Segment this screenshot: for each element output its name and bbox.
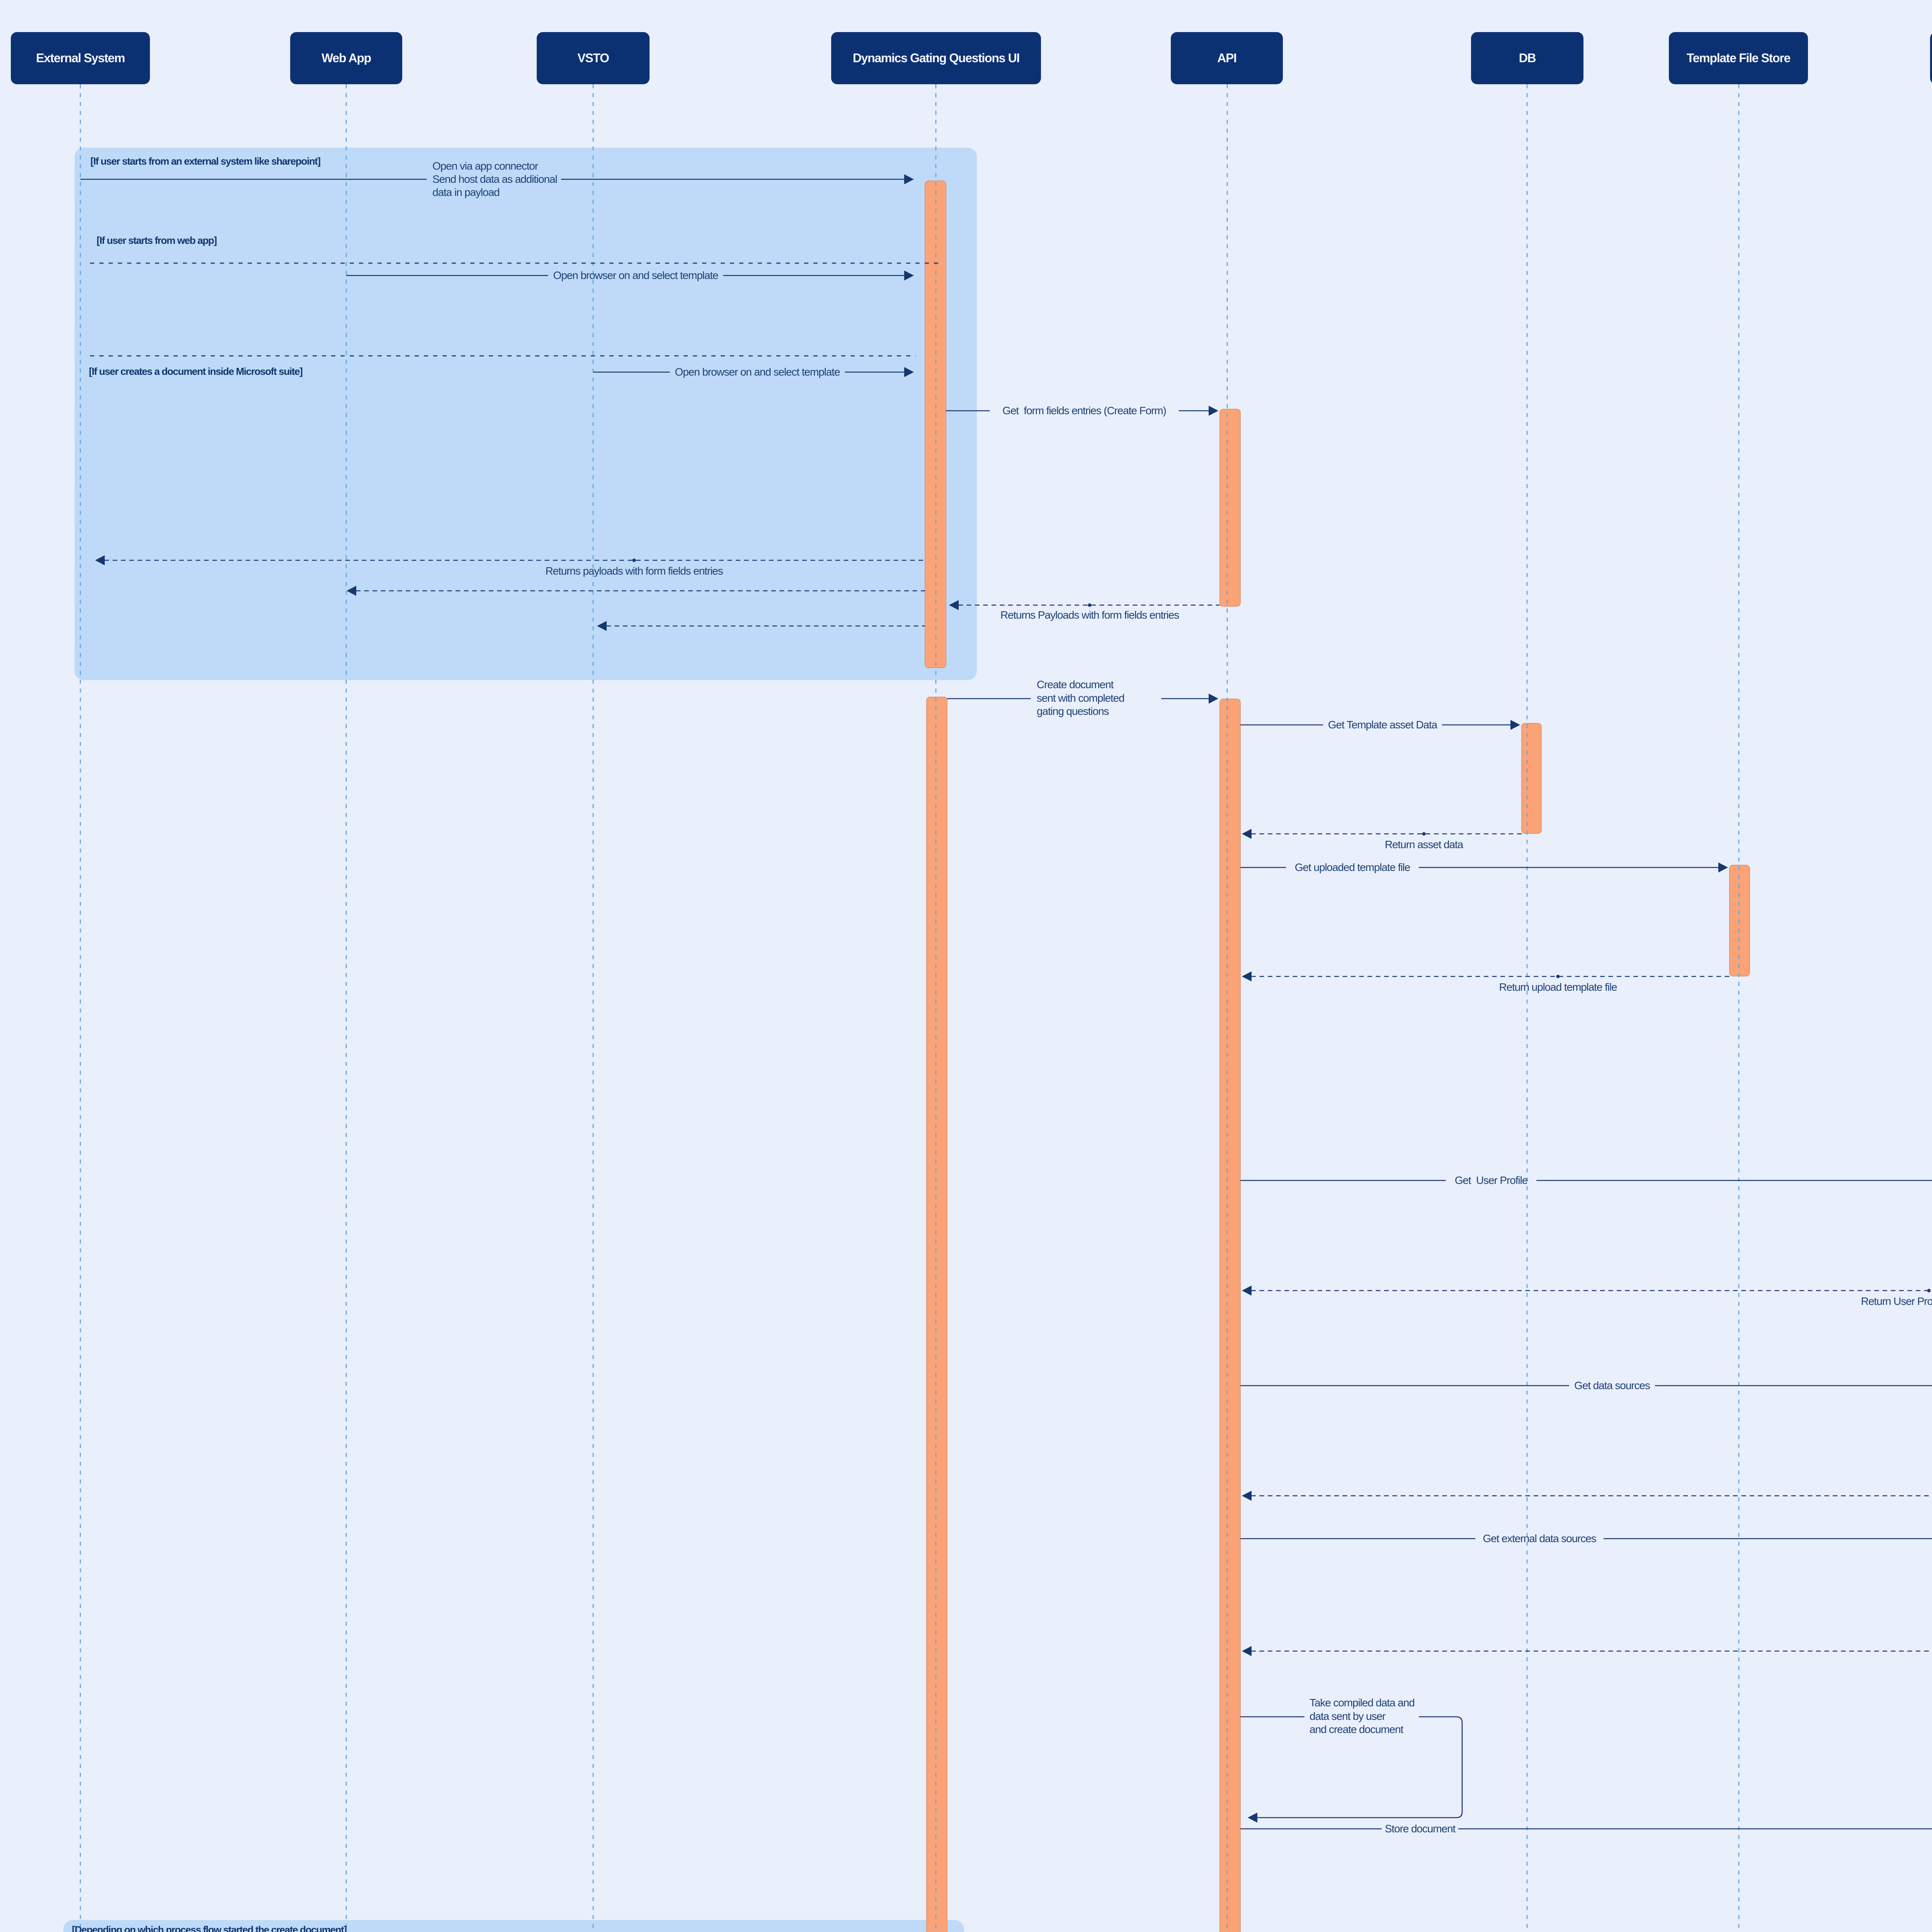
svg-text:VSTO: VSTO	[577, 51, 609, 65]
svg-text:Web App: Web App	[321, 51, 371, 65]
svg-text:[If user creates a document in: [If user creates a document inside Micro…	[89, 366, 303, 377]
svg-text:API: API	[1217, 51, 1236, 65]
svg-text:Returns Payloads with form fie: Returns Payloads with form fields entrie…	[1000, 609, 1179, 621]
svg-text:Get data sources: Get data sources	[1574, 1379, 1650, 1391]
svg-text:Get external data sources: Get external data sources	[1483, 1532, 1596, 1544]
svg-text:Send host data as additional: Send host data as additional	[432, 173, 557, 185]
svg-text:DB: DB	[1519, 51, 1536, 65]
svg-text:Get User Profile: Get User Profile	[1455, 1174, 1528, 1186]
svg-text:[If user starts from an extern: [If user starts from an external system …	[90, 155, 321, 167]
svg-text:Template File Store: Template File Store	[1687, 51, 1791, 65]
svg-text:Get uploaded template file: Get uploaded template file	[1295, 861, 1410, 873]
svg-text:Create document: Create document	[1037, 679, 1114, 690]
svg-text:Dynamics Gating Questions UI: Dynamics Gating Questions UI	[853, 51, 1019, 65]
svg-text:and create document: and create document	[1310, 1723, 1403, 1735]
svg-text:Open via app connector: Open via app connector	[432, 160, 538, 172]
svg-text:Get form fields entries (Crea: Get form fields entries (Create Form)	[1002, 405, 1166, 417]
svg-text:Return upload template file: Return upload template file	[1499, 981, 1617, 993]
svg-text:sent with completed: sent with completed	[1037, 692, 1124, 704]
svg-text:data sent by user: data sent by user	[1310, 1710, 1386, 1722]
svg-text:Return User Profile Informatio: Return User Profile Information	[1861, 1295, 1932, 1307]
svg-text:gating questions: gating questions	[1037, 705, 1109, 717]
svg-text:[If user starts from web app]: [If user starts from web app]	[97, 235, 217, 246]
svg-text:data in payload: data in payload	[432, 186, 499, 198]
svg-text:Get Template asset Data: Get Template asset Data	[1328, 719, 1438, 731]
svg-text:Returns payloads with form fie: Returns payloads with form fields entrie…	[545, 565, 723, 577]
svg-text:Take compiled data and: Take compiled data and	[1310, 1697, 1415, 1709]
svg-text:[Depending on which process fl: [Depending on which process flow started…	[72, 1924, 347, 1932]
svg-text:Store document: Store document	[1385, 1823, 1456, 1835]
svg-text:External System: External System	[36, 51, 125, 65]
svg-text:Open browser on and select tem: Open browser on and select template	[553, 269, 718, 281]
svg-text:Return asset data: Return asset data	[1385, 838, 1464, 850]
svg-text:Open browser on and select tem: Open browser on and select template	[675, 366, 840, 378]
